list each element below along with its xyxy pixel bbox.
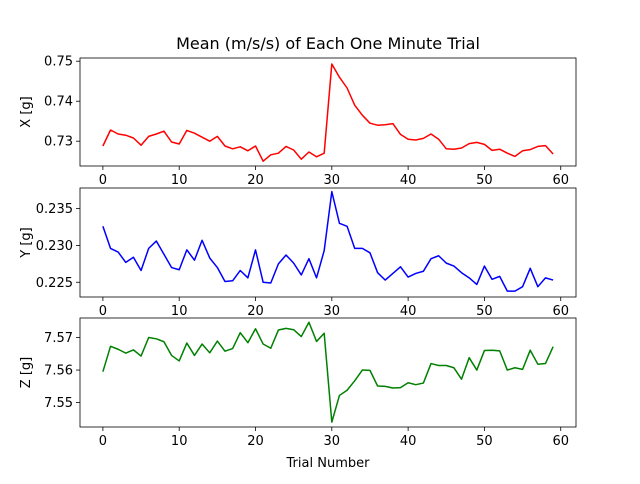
subplot-panels: 0 10 20 30 40 50 60 0.73 0.74 0.75 X [g] 0 10 20 30 40 5… [19,55,577,449]
chart-title: Mean (m/s/s) of Each One Minute Trial [176,34,480,53]
x-tick-label: 0 [99,434,107,449]
subplot-x: 0 10 20 30 40 50 60 0.73 0.74 0.75 X [g] [19,55,577,188]
y-axis-label-x: X [g] [19,96,34,127]
y-tick-label: 7.56 [44,364,73,379]
y-tick-label: 0.225 [36,276,73,291]
y-tick-label: 7.57 [44,331,73,346]
series-line-y [102,190,554,292]
x-tick-label: 30 [324,173,341,188]
y-axis-label-y: Y [g] [19,227,34,258]
axes-frame-z [79,317,577,428]
subplot-z: 0 10 20 30 40 50 60 7.55 7.56 7.57 Z [g] [19,317,577,449]
x-tick-label: 40 [400,304,417,319]
x-tick-label: 60 [552,434,569,449]
x-tick-label: 10 [171,434,188,449]
x-axis-label: Trial Number [286,456,371,471]
y-tick-label: 7.55 [44,396,73,411]
y-axis-label-z: Z [g] [19,357,34,388]
y-tick-label: 0.230 [36,239,73,254]
x-tick-label: 50 [476,434,493,449]
x-tick-label: 10 [171,173,188,188]
series-line-z [102,321,554,423]
x-tick-label: 0 [99,304,107,319]
x-tick-label: 50 [476,173,493,188]
x-tick-label: 20 [247,304,264,319]
y-tick-label: 0.75 [44,55,73,70]
axes-frame-x [79,57,577,167]
x-tick-label: 40 [400,434,417,449]
x-tick-label: 50 [476,304,493,319]
x-tick-label: 0 [99,173,107,188]
x-tick-label: 60 [552,304,569,319]
axes-frame-y [79,187,577,298]
y-tick-label: 0.235 [36,202,73,217]
x-tick-label: 20 [247,434,264,449]
y-tick-label: 0.73 [44,135,73,150]
y-tick-label: 0.74 [44,95,73,110]
x-tick-label: 20 [247,173,264,188]
x-tick-label: 30 [324,434,341,449]
x-tick-label: 30 [324,304,341,319]
x-tick-label: 40 [400,173,417,188]
x-tick-label: 60 [552,173,569,188]
x-tick-label: 10 [171,304,188,319]
series-line-x [102,63,554,162]
